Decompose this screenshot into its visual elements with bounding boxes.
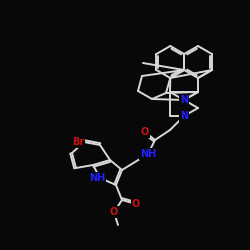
Text: O: O	[141, 127, 149, 137]
Text: N: N	[180, 111, 188, 121]
Text: Br: Br	[72, 137, 84, 147]
Text: N: N	[180, 95, 188, 105]
Text: NH: NH	[89, 173, 105, 183]
Text: O: O	[132, 199, 140, 209]
Text: O: O	[110, 207, 118, 217]
Text: NH: NH	[140, 149, 156, 159]
